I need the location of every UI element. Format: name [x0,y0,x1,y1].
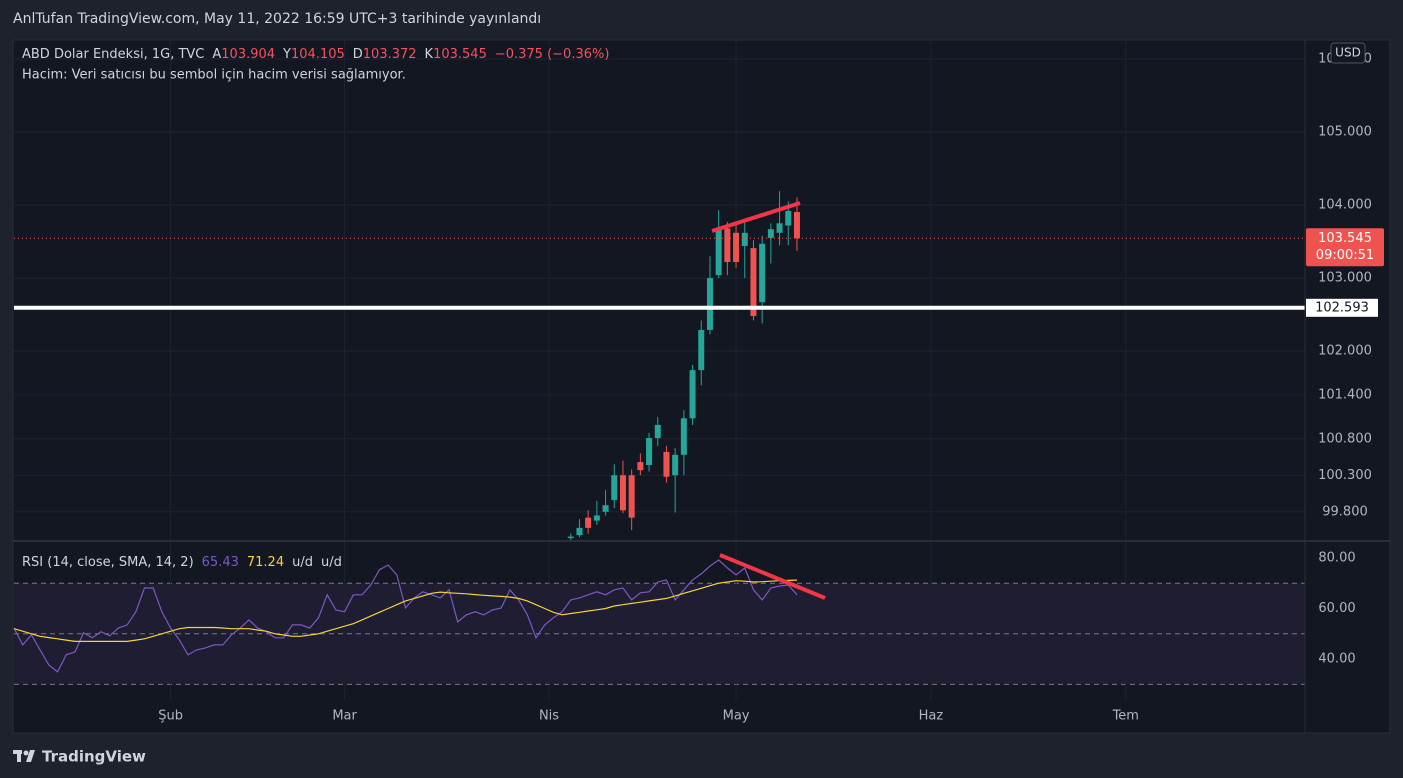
y-tick-label: 80.00 [1318,550,1355,565]
logo-part [23,750,29,756]
x-tick-label: Haz [919,709,944,724]
countdown: 09:00:51 [1316,248,1374,263]
candle-body [576,527,583,536]
y-tick-label: 40.00 [1318,652,1355,667]
y-tick-label: 102.000 [1318,344,1372,359]
candle-body [733,232,740,263]
candle-body [672,454,679,476]
candle-body [759,243,766,303]
candle-body [611,475,618,501]
candle-body [585,517,592,528]
ohlc-value: 103.545 [433,47,487,62]
price-label: 103.545 [1318,231,1372,246]
candle-body [767,229,774,238]
currency: USD [1335,46,1361,60]
candle-body [715,229,722,276]
candle-body [785,210,792,226]
ohlc-key: A [212,47,221,62]
currency-box [1330,42,1366,64]
legend: ABD Dolar Endeksi, 1G, TVC A103.904 Y104.1… [22,47,609,62]
hline-label: 102.593 [1315,300,1369,315]
logo-icon [13,750,35,762]
ohlc-value: 103.904 [221,47,275,62]
candle-body [741,232,748,246]
candle-body [646,438,653,466]
trend-line [711,201,801,233]
candle-body [750,248,757,317]
x-tick-label: Tem [1112,709,1139,724]
ohlc-value: 103.372 [363,47,417,62]
ohlc-key: K [425,47,434,62]
ohlc-key: Y [282,47,291,62]
candle-body [628,475,635,518]
extra-label: u/d [292,555,313,570]
candle-body [776,223,783,233]
rsi-line [13,559,798,673]
candle-body [637,462,644,471]
candle-body [593,515,600,521]
x-tick-label: Mar [332,709,357,724]
y-tick-label: 100.800 [1318,431,1372,446]
candle-body [793,212,800,239]
ohlc-key: D [353,47,363,62]
grid [14,40,1305,700]
candle-body [689,370,696,419]
symbol-title: ABD Dolar Endeksi, 1G, TVC [22,47,204,62]
y-tick-label: 103.000 [1318,271,1372,286]
candle-body [602,505,609,512]
y-tick-label: 101.400 [1318,387,1372,402]
price-label-box [1306,228,1384,267]
x-tick-label: Nis [539,709,559,724]
subtitle: Hacim: Veri satıcısı bu sembol için haci… [22,68,406,83]
rsi-sma-value: 71.24 [247,555,284,570]
y-tick-label: 105.000 [1318,125,1372,140]
candle-body [724,228,731,263]
header-title: AnlTufan TradingView.com, May 11, 2022 1… [13,11,541,27]
rsi-line [13,579,798,642]
rsi-legend: RSI (14, close, SMA, 14, 2) 65.43 71.24 u/d… [22,555,342,570]
logo-part [26,750,35,762]
marks [13,191,1305,673]
x-tick-label: May [723,709,750,724]
candle-body [567,536,574,539]
x-tick-label: Şub [158,709,183,724]
y-tick-label: 60.00 [1318,601,1355,616]
rsi-value: 65.43 [202,555,239,570]
ohlc-value: 104.105 [291,47,345,62]
y-tick-label: 104.000 [1318,198,1372,213]
candle-body [698,329,705,371]
candle-body [680,418,687,455]
candle-body [619,475,626,511]
candle-body [654,424,661,439]
hline-label-box [1306,298,1378,317]
y-tick-label: 99.800 [1322,504,1368,519]
rsi-title: RSI (14, close, SMA, 14, 2) [22,555,194,570]
chart-frame [12,39,1391,734]
logo-text: TradingView [42,748,146,766]
logo-part [17,750,21,762]
change: −0.375 (−0.36%) [495,47,610,62]
candle-body [706,278,713,330]
trend-line [719,553,826,600]
y-tick-label: 100.300 [1318,468,1372,483]
candle-body [663,451,670,477]
extra-label: u/d [321,555,342,570]
